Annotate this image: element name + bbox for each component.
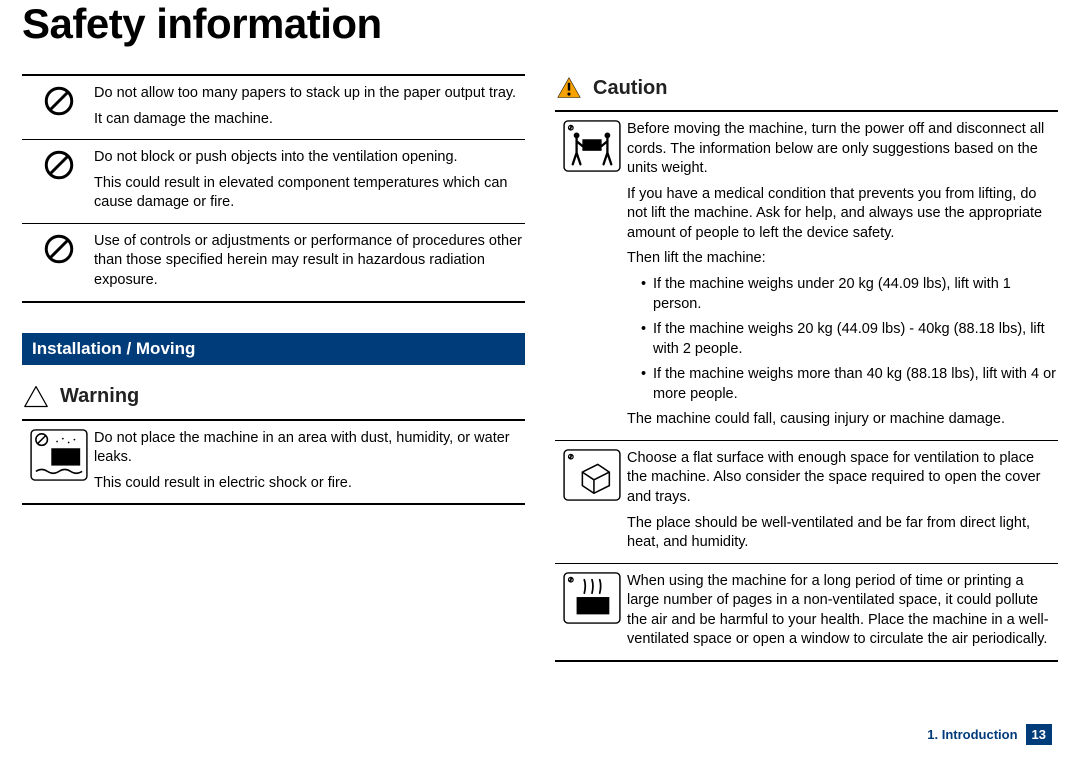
body-text: It can damage the machine.	[94, 110, 523, 130]
caution-heading: Caution	[555, 74, 1058, 102]
warning-triangle-icon	[22, 383, 50, 411]
body-text: If you have a medical condition that pre…	[627, 185, 1056, 244]
body-text: Do not place the machine in an area with…	[94, 429, 523, 468]
caution-row: Choose a flat surface with enough space …	[555, 441, 1058, 564]
body-text: The machine could fall, causing injury o…	[627, 410, 1056, 430]
warning-heading: Warning	[22, 383, 525, 411]
list-item: If the machine weighs 20 kg (44.09 lbs) …	[641, 320, 1056, 359]
caution-text: Choose a flat surface with enough space …	[627, 449, 1056, 553]
prohibit-icon	[24, 84, 94, 118]
list-item: If the machine weighs more than 40 kg (8…	[641, 365, 1056, 404]
two-column-layout: Do not allow too many papers to stack up…	[22, 74, 1058, 662]
prohibit-row: Do not allow too many papers to stack up…	[22, 76, 525, 140]
page-number: 13	[1026, 724, 1052, 745]
prohibit-icon	[24, 232, 94, 266]
ventilation-icon	[557, 572, 627, 624]
warning-row: Do not place the machine in an area with…	[22, 421, 525, 506]
prohibit-icon	[24, 148, 94, 182]
prohibit-row: Do not block or push objects into the ve…	[22, 140, 525, 224]
body-text: Before moving the machine, turn the powe…	[627, 120, 1056, 179]
caution-triangle-icon	[555, 74, 583, 102]
weight-bullet-list: If the machine weighs under 20 kg (44.09…	[627, 275, 1056, 404]
body-text: Do not block or push objects into the ve…	[94, 148, 523, 168]
list-item: If the machine weighs under 20 kg (44.09…	[641, 275, 1056, 314]
caution-row: Before moving the machine, turn the powe…	[555, 112, 1058, 441]
section-heading-bar: Installation / Moving	[22, 333, 525, 365]
caution-text: Before moving the machine, turn the powe…	[627, 120, 1056, 430]
body-text: Use of controls or adjustments or perfor…	[94, 232, 523, 291]
body-text: This could result in electric shock or f…	[94, 474, 523, 494]
page-footer: 1. Introduction 13	[927, 724, 1052, 745]
caution-text: When using the machine for a long period…	[627, 572, 1056, 650]
warning-label: Warning	[60, 385, 139, 408]
prohibit-text: Do not block or push objects into the ve…	[94, 148, 523, 213]
water-hazard-icon	[24, 429, 94, 481]
caution-row: When using the machine for a long period…	[555, 564, 1058, 662]
left-column: Do not allow too many papers to stack up…	[22, 74, 525, 662]
page: Safety information Do not allow too many…	[0, 0, 1080, 763]
body-text: The place should be well-ventilated and …	[627, 514, 1056, 553]
prohibit-text: Do not allow too many papers to stack up…	[94, 84, 523, 129]
body-text: Then lift the machine:	[627, 249, 1056, 269]
two-person-lift-icon	[557, 120, 627, 172]
prohibit-row: Use of controls or adjustments or perfor…	[22, 224, 525, 303]
body-text: This could result in elevated component …	[94, 174, 523, 213]
body-text: When using the machine for a long period…	[627, 572, 1056, 650]
body-text: Do not allow too many papers to stack up…	[94, 84, 523, 104]
flat-surface-icon	[557, 449, 627, 501]
chapter-label: 1. Introduction	[927, 727, 1017, 742]
body-text: Choose a flat surface with enough space …	[627, 449, 1056, 508]
warning-text: Do not place the machine in an area with…	[94, 429, 523, 494]
caution-label: Caution	[593, 77, 667, 100]
page-title: Safety information	[22, 0, 1058, 56]
right-column: Caution Before moving the machine, turn …	[555, 74, 1058, 662]
prohibit-text: Use of controls or adjustments or perfor…	[94, 232, 523, 291]
